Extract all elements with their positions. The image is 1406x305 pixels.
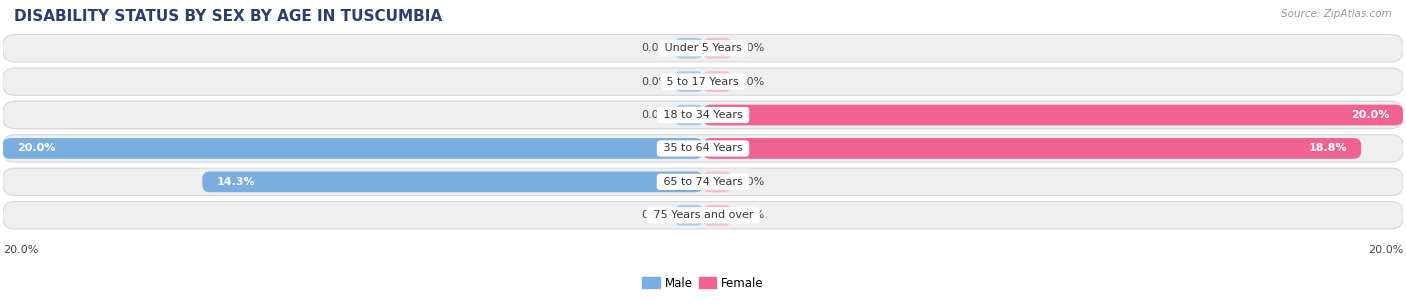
Text: DISABILITY STATUS BY SEX BY AGE IN TUSCUMBIA: DISABILITY STATUS BY SEX BY AGE IN TUSCU… bbox=[14, 9, 441, 24]
Text: 65 to 74 Years: 65 to 74 Years bbox=[659, 177, 747, 187]
Text: 0.0%: 0.0% bbox=[737, 77, 765, 87]
Text: 20.0%: 20.0% bbox=[1351, 110, 1389, 120]
Text: 18.8%: 18.8% bbox=[1309, 143, 1347, 153]
Text: Source: ZipAtlas.com: Source: ZipAtlas.com bbox=[1281, 9, 1392, 19]
Text: 0.0%: 0.0% bbox=[737, 43, 765, 53]
FancyBboxPatch shape bbox=[3, 202, 1403, 229]
Text: 35 to 64 Years: 35 to 64 Years bbox=[659, 143, 747, 153]
FancyBboxPatch shape bbox=[202, 171, 703, 192]
Text: 75 Years and over: 75 Years and over bbox=[650, 210, 756, 220]
Text: 0.0%: 0.0% bbox=[641, 77, 669, 87]
FancyBboxPatch shape bbox=[675, 38, 703, 59]
FancyBboxPatch shape bbox=[675, 205, 703, 226]
Text: 20.0%: 20.0% bbox=[1368, 245, 1403, 255]
Text: Under 5 Years: Under 5 Years bbox=[661, 43, 745, 53]
Legend: Male, Female: Male, Female bbox=[637, 272, 769, 294]
Text: 0.0%: 0.0% bbox=[737, 210, 765, 220]
FancyBboxPatch shape bbox=[3, 138, 703, 159]
Text: 20.0%: 20.0% bbox=[17, 143, 55, 153]
Text: 0.0%: 0.0% bbox=[641, 43, 669, 53]
FancyBboxPatch shape bbox=[703, 71, 731, 92]
FancyBboxPatch shape bbox=[675, 71, 703, 92]
FancyBboxPatch shape bbox=[703, 138, 1361, 159]
Text: 18 to 34 Years: 18 to 34 Years bbox=[659, 110, 747, 120]
Text: 0.0%: 0.0% bbox=[737, 177, 765, 187]
FancyBboxPatch shape bbox=[3, 135, 1403, 162]
FancyBboxPatch shape bbox=[703, 38, 731, 59]
FancyBboxPatch shape bbox=[675, 105, 703, 125]
FancyBboxPatch shape bbox=[703, 205, 731, 226]
FancyBboxPatch shape bbox=[3, 168, 1403, 196]
FancyBboxPatch shape bbox=[3, 101, 1403, 129]
Text: 20.0%: 20.0% bbox=[3, 245, 38, 255]
Text: 0.0%: 0.0% bbox=[641, 210, 669, 220]
Text: 0.0%: 0.0% bbox=[641, 110, 669, 120]
FancyBboxPatch shape bbox=[703, 105, 1403, 125]
Text: 14.3%: 14.3% bbox=[217, 177, 254, 187]
FancyBboxPatch shape bbox=[703, 171, 731, 192]
FancyBboxPatch shape bbox=[3, 34, 1403, 62]
FancyBboxPatch shape bbox=[3, 68, 1403, 95]
Text: 5 to 17 Years: 5 to 17 Years bbox=[664, 77, 742, 87]
